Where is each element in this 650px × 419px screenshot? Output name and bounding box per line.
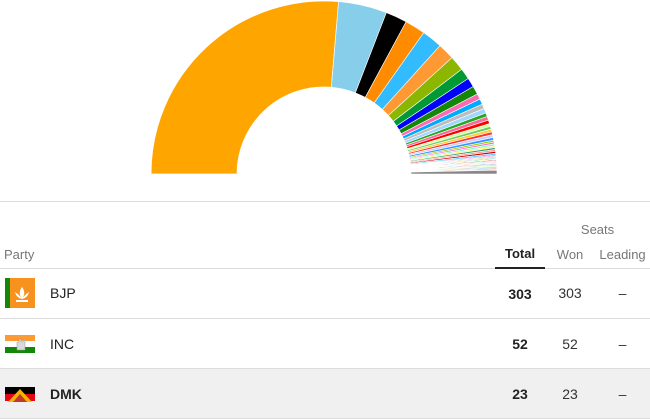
leading-seats: – <box>595 268 650 319</box>
divider <box>0 201 650 202</box>
won-seats: 23 <box>545 368 596 419</box>
party-column-header[interactable]: Party <box>0 237 495 269</box>
leading-seats: – <box>595 368 650 419</box>
total-seats: 23 <box>495 368 546 419</box>
party-name[interactable]: BJP <box>50 268 495 319</box>
results-table: Seats Party Total Won Leading BJP 303 <box>0 202 650 419</box>
won-column-header[interactable]: Won <box>545 237 596 269</box>
party-row-bjp[interactable]: BJP 303 303 – <box>0 268 650 319</box>
seats-group-header: Seats <box>580 222 615 237</box>
chart-slice-0[interactable] <box>150 0 340 175</box>
leading-column-header[interactable]: Leading <box>595 237 650 269</box>
lotus-icon <box>5 278 35 309</box>
total-column-header[interactable]: Total <box>495 237 546 269</box>
won-seats: 303 <box>545 268 596 319</box>
group-header-row: Seats <box>0 202 650 237</box>
won-seats: 52 <box>545 318 596 369</box>
leading-seats: – <box>595 318 650 369</box>
seat-share-chart <box>0 0 650 195</box>
hand-icon <box>5 334 35 353</box>
party-row-inc[interactable]: INC 52 52 – <box>0 318 650 369</box>
total-seats: 52 <box>495 318 546 369</box>
party-name[interactable]: DMK <box>50 368 495 419</box>
half-donut-chart <box>150 0 498 175</box>
chart-slice-47[interactable] <box>410 169 498 175</box>
rising-sun-icon <box>5 386 35 402</box>
total-seats: 303 <box>495 268 546 319</box>
column-header-row: Party Total Won Leading <box>0 237 650 269</box>
party-row-dmk[interactable]: DMK 23 23 – <box>0 368 650 419</box>
party-name[interactable]: INC <box>50 318 495 369</box>
